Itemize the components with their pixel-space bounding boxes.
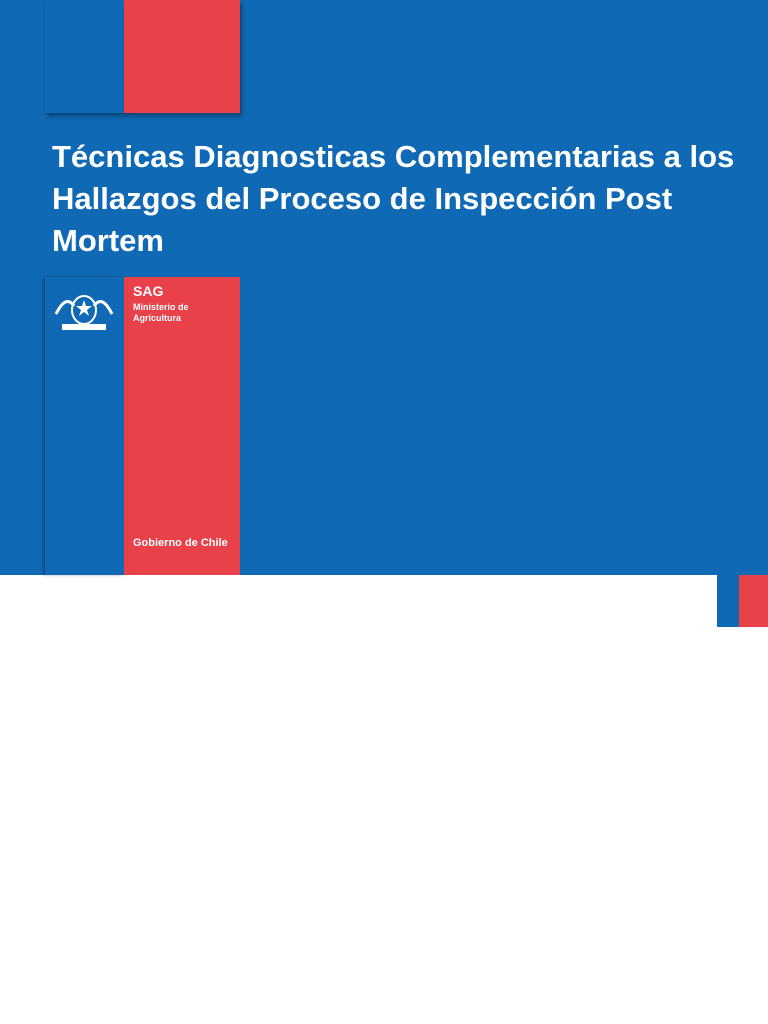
flag-blue <box>45 0 124 113</box>
logo-red <box>124 277 240 575</box>
flag-red <box>124 0 240 113</box>
coat-of-arms <box>54 295 114 330</box>
logo-government: Gobierno de Chile <box>133 537 228 549</box>
corner-blue <box>717 575 739 627</box>
logo-agency: SAG <box>133 283 164 299</box>
header-band: Técnicas Diagnosticas Complementarias a … <box>0 0 768 575</box>
corner-red <box>739 575 768 627</box>
slide-title: Técnicas Diagnosticas Complementarias a … <box>52 139 735 258</box>
logo-ministry: Ministerio de Agricultura <box>133 302 189 323</box>
